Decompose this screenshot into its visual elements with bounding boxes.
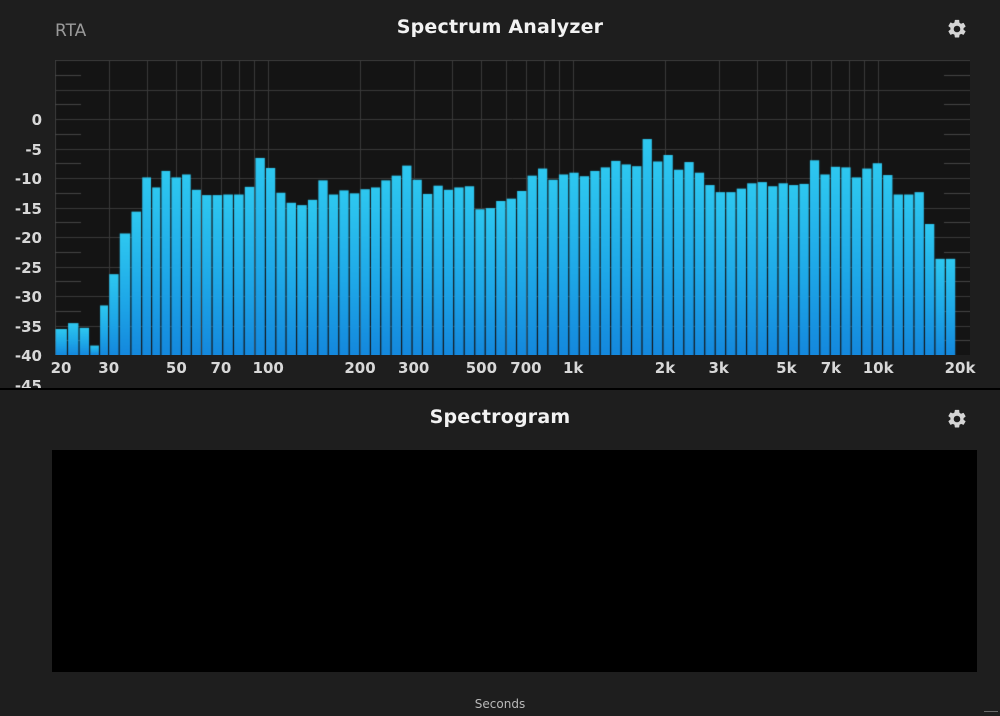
spectrogram-x-axis-labels: [0, 676, 1000, 698]
rta-y-tick-label: -40: [14, 347, 42, 365]
rta-x-axis-labels: 20 30 50 70 100 200 300 500 700 1k 2k 3k 5k 7k 10k 20k: [0, 359, 1000, 385]
rta-x-tick-label: 200: [344, 359, 376, 377]
rta-y-axis-labels: 0 -5 -10 -15 -20 -25 -30 -35 -40 -45: [0, 60, 50, 395]
rta-x-tick-label: 50: [165, 359, 187, 377]
rta-plot-area[interactable]: [55, 60, 970, 355]
rta-y-tick-label: -20: [14, 229, 42, 247]
rta-x-tick-label: 5k: [776, 359, 797, 377]
window-resize-grip[interactable]: [982, 698, 998, 714]
spectrogram-settings-gear-icon[interactable]: [946, 408, 968, 430]
spectrogram-plot-area[interactable]: [52, 450, 977, 672]
rta-x-tick-label: 1k: [562, 359, 584, 377]
spectrogram-y-axis-ticks: [44, 450, 52, 672]
rta-x-tick-label: 20k: [944, 359, 976, 377]
rta-x-tick-label: 10k: [862, 359, 894, 377]
spectrogram-panel-title: Spectrogram: [429, 406, 571, 428]
panel-divider: [0, 388, 1000, 390]
rta-settings-gear-icon[interactable]: [946, 18, 968, 40]
rta-panel-title: Spectrum Analyzer: [396, 16, 604, 38]
rta-x-tick-label: 7k: [820, 359, 842, 377]
rta-x-tick-label: 2k: [654, 359, 676, 377]
rta-y-tick-label: -35: [14, 317, 42, 336]
rta-y-tick-label: 0: [31, 111, 42, 129]
rta-y-tick-label: -15: [14, 199, 42, 218]
rta-y-tick-label: -10: [14, 170, 42, 188]
rta-y-tick-label: -30: [14, 288, 42, 306]
rta-x-tick-label: 3k: [708, 359, 729, 377]
rta-x-tick-label: 100: [252, 359, 284, 377]
rta-y-tick-label: -5: [25, 140, 42, 159]
rta-mode-label[interactable]: RTA: [55, 21, 87, 41]
rta-x-tick-label: 500: [465, 359, 498, 377]
rta-x-tick-label: 300: [398, 359, 430, 377]
rta-x-tick-label: 700: [510, 359, 542, 377]
rta-y-tick-label: -25: [14, 258, 42, 277]
rta-panel-header: RTA Spectrum Analyzer: [0, 0, 1000, 52]
spectrum-analyzer-panel: RTA Spectrum Analyzer 0 -5 -10 -15 -20 -25 -30…: [0, 0, 1000, 395]
rta-x-tick-label: 20: [50, 359, 72, 377]
rta-x-tick-label: 30: [98, 359, 120, 377]
spectrogram-panel-header: Spectrogram: [0, 390, 1000, 442]
rta-x-tick-label: 70: [210, 359, 232, 377]
spectrogram-x-axis-title: Seconds: [474, 697, 526, 711]
